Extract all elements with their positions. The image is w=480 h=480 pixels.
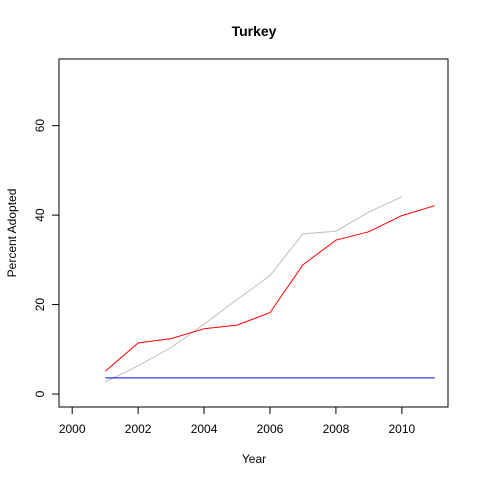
x-tick-label: 2002	[125, 422, 152, 436]
x-tick-label: 2010	[388, 422, 415, 436]
series-line-2	[104, 205, 435, 372]
y-tick-label: 0	[33, 390, 47, 397]
y-axis-label: Percent Adopted	[5, 189, 19, 278]
series-layer	[104, 196, 435, 383]
y-tick-label: 20	[33, 298, 47, 312]
x-axis: 2000 2002 2004 2006 2008 2010	[59, 406, 416, 436]
x-axis-label: Year	[242, 452, 266, 466]
series-line-1	[104, 196, 403, 383]
chart-title: Turkey	[232, 23, 277, 39]
plot-frame	[58, 58, 449, 408]
x-tick-label: 2004	[191, 422, 218, 436]
y-tick-label: 40	[33, 208, 47, 222]
y-axis: 0 20 40 60	[33, 119, 60, 397]
x-tick-label: 2000	[59, 422, 86, 436]
y-tick-label: 60	[33, 119, 47, 133]
x-tick-label: 2008	[323, 422, 350, 436]
x-tick-label: 2006	[257, 422, 284, 436]
